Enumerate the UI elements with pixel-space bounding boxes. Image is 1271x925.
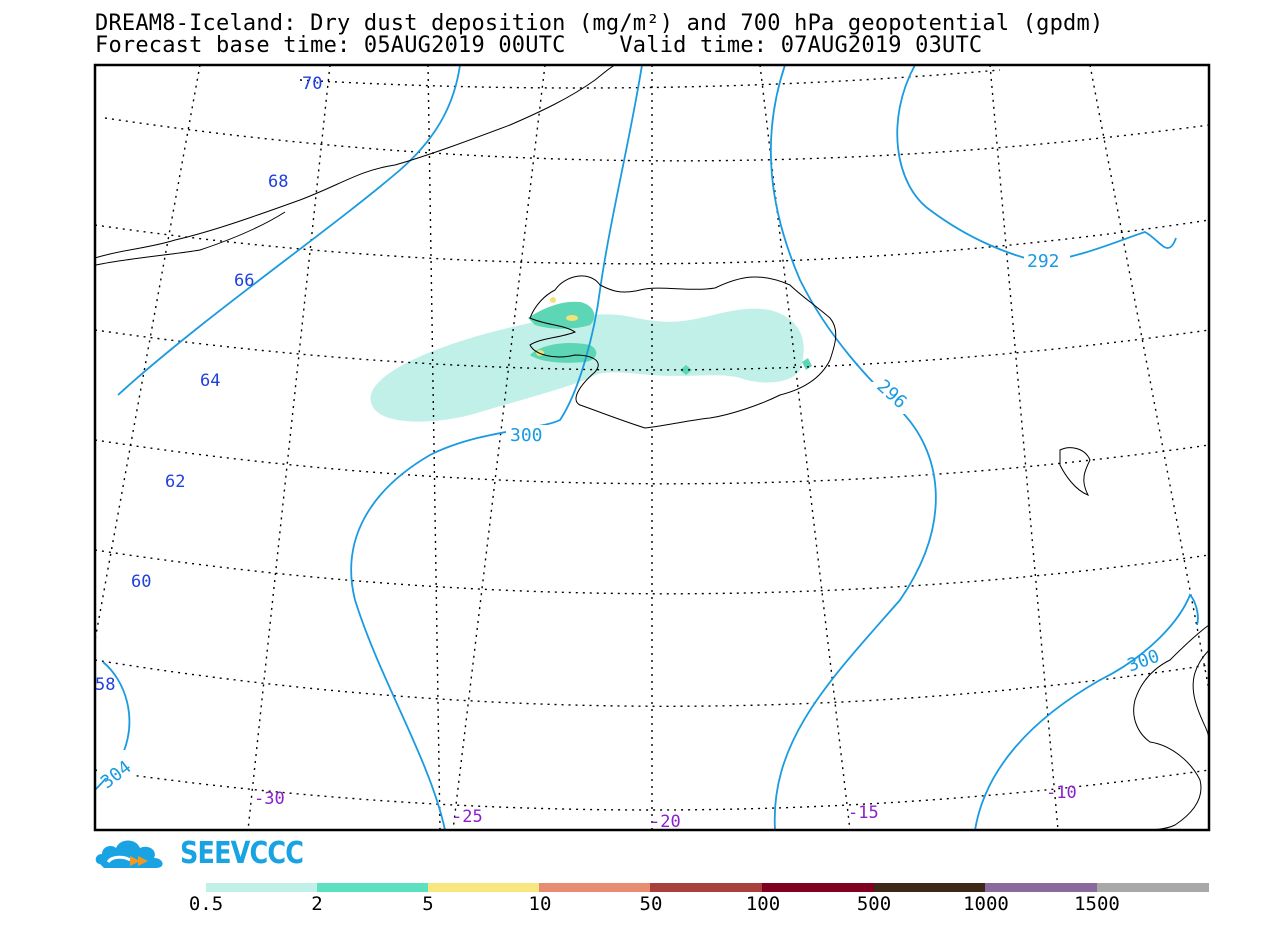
colorbar-label: 500: [856, 893, 892, 915]
lat-label-64: 64: [200, 371, 220, 391]
map-title: DREAM8-Iceland: Dry dust deposition (mg/…: [95, 11, 1104, 36]
colorbar-segment: [650, 883, 762, 892]
lat-label-66: 66: [234, 271, 254, 291]
colorbar-label: 10: [528, 893, 552, 915]
colorbar-segment: [1097, 883, 1209, 892]
colorbar-segment: [874, 883, 985, 892]
colorbar-label: 0.5: [188, 893, 224, 915]
seevccc-logo-text: SEEVCCC: [180, 836, 304, 871]
lat-label-58: 58: [95, 675, 115, 695]
colorbar-segment: [428, 883, 539, 892]
geopotential-contours: [95, 65, 1199, 830]
colorbar-segment: [317, 883, 428, 892]
lon-label-25w: -25: [452, 807, 483, 827]
colorbar-label: 1000: [963, 893, 1009, 915]
colorbar-label: 50: [639, 893, 663, 915]
lon-label-10w: -10: [1046, 783, 1077, 803]
coastlines: [95, 65, 1209, 830]
lat-label-68: 68: [268, 172, 288, 192]
colorbar: [206, 883, 1209, 892]
lon-label-30w: -30: [254, 789, 285, 809]
contour-label-292: 292: [1027, 251, 1060, 272]
longitude-lines: [95, 65, 1209, 830]
lat-label-60: 60: [131, 572, 151, 592]
map-frame: [93, 63, 1211, 832]
lat-label-62: 62: [165, 472, 185, 492]
colorbar-label: 1500: [1074, 893, 1120, 915]
colorbar-label: 2: [311, 893, 323, 915]
colorbar-segment: [985, 883, 1097, 892]
map-subtitle: Forecast base time: 05AUG2019 00UTC Vali…: [95, 33, 983, 58]
colorbar-label: 100: [745, 893, 781, 915]
contour-label-300: 300: [510, 425, 543, 446]
colorbar-label: 5: [422, 893, 434, 915]
dust-deposition-area: [370, 297, 812, 422]
lon-label-15w: -15: [848, 803, 879, 823]
colorbar-segment: [539, 883, 650, 892]
colorbar-segment: [206, 883, 317, 892]
lon-label-20w: -20: [650, 812, 681, 832]
colorbar-segment: [762, 883, 874, 892]
cloud-logo-icon: [95, 840, 163, 868]
lat-label-70: 70: [302, 74, 322, 94]
